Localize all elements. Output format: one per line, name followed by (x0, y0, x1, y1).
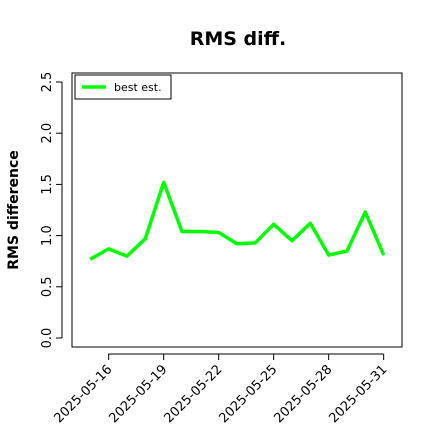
y-tick-label-1: 0.5 (40, 276, 55, 297)
y-tick-label-3: 1.5 (40, 174, 55, 195)
chart-title: RMS diff. (190, 28, 287, 50)
x-tick-label-5: 2025-05-31 (326, 362, 390, 426)
x-tick-label-2: 2025-05-22 (161, 362, 225, 426)
x-tick-label-4: 2025-05-28 (271, 362, 335, 426)
y-tick-label-4: 2.0 (40, 123, 55, 144)
series-line-0 (89, 180, 386, 261)
y-tick-label-0: 0.0 (40, 328, 55, 349)
plot-frame (71, 72, 403, 348)
legend-entry-label: best est. (114, 81, 162, 94)
legend: best est. (74, 74, 172, 100)
x-tick-label-1: 2025-05-19 (106, 362, 170, 426)
x-axis: 2025-05-162025-05-192025-05-222025-05-25… (51, 353, 390, 426)
y-tick-label-2: 1.0 (40, 225, 55, 246)
y-tick-label-5: 2.5 (40, 72, 55, 93)
x-tick-label-0: 2025-05-16 (51, 362, 115, 426)
y-axis-label: RMS difference (6, 150, 22, 270)
x-tick-label-3: 2025-05-25 (216, 362, 280, 426)
y-axis: 0.0 0.5 1.0 1.5 2.0 2.5 (40, 72, 63, 349)
series-layer (89, 180, 386, 261)
